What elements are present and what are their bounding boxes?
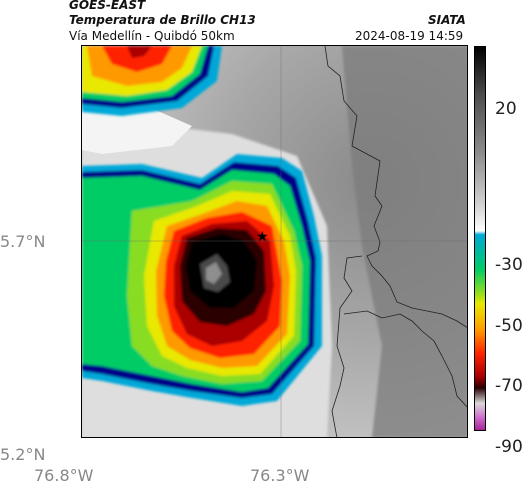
location-marker-icon: ★: [256, 229, 269, 245]
colorbar-label-minus50: -50: [495, 316, 523, 336]
borders: [324, 46, 468, 438]
colorbar-label-minus30: -30: [495, 255, 523, 275]
datetime-label: 2024-08-19 14:59: [355, 29, 464, 43]
bright-cloud-band: [82, 104, 192, 154]
main-storm-cell: [82, 154, 322, 406]
agency-label: SIATA: [428, 13, 466, 27]
region-subtitle: Vía Medellín - Quibdó 50km: [69, 29, 235, 43]
colorbar-label-20: 20: [495, 99, 517, 119]
lon-label-76-8: 76.8°W: [34, 466, 94, 485]
satellite-title: GOES-EAST: [69, 0, 146, 12]
product-title: Temperatura de Brillo CH13: [69, 13, 256, 27]
lon-label-76-3: 76.3°W: [250, 466, 310, 485]
colorbar-label-minus90: -90: [495, 437, 523, 457]
lat-label-5-7: 5.7°N: [0, 232, 46, 251]
lat-label-5-2: 5.2°N: [0, 445, 46, 464]
brightness-temperature-map: [82, 46, 468, 438]
colorbar-label-minus70: -70: [495, 376, 523, 396]
temperature-colorbar: [474, 46, 486, 431]
top-storm-cell: [82, 46, 222, 116]
dark-right-region: [342, 46, 468, 438]
